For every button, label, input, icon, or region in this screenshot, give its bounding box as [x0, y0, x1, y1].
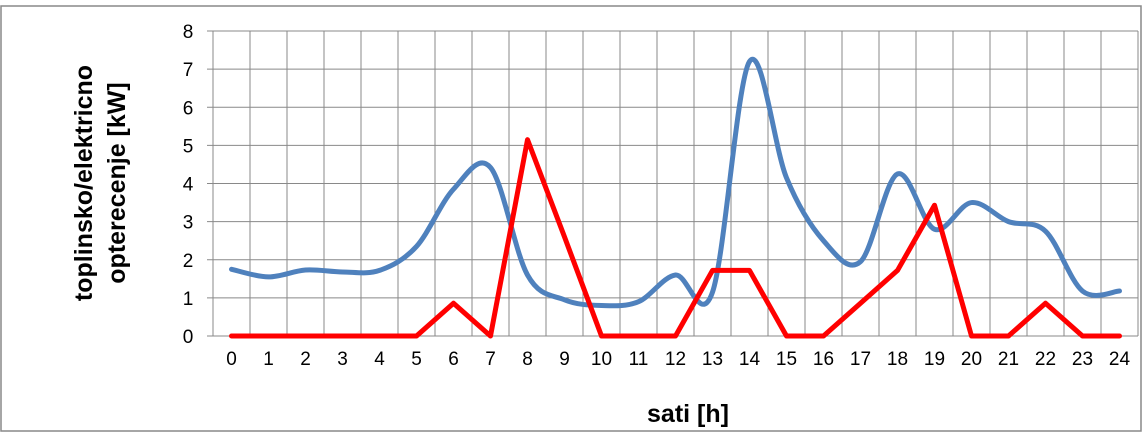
x-tick-label: 8 — [522, 349, 533, 370]
x-tick-label: 13 — [702, 349, 723, 370]
x-tick-label: 23 — [1072, 349, 1093, 370]
x-tick-label: 19 — [924, 349, 945, 370]
x-tick-label: 20 — [961, 349, 982, 370]
x-tick-label: 22 — [1035, 349, 1056, 370]
x-tick-label: 2 — [300, 349, 311, 370]
y-tick-label: 6 — [183, 98, 194, 119]
y-tick-label: 7 — [183, 60, 194, 81]
x-tick-label: 21 — [998, 349, 1019, 370]
y-tick-label: 5 — [183, 136, 194, 157]
x-tick-label: 17 — [850, 349, 871, 370]
y-tick-labels: 0 1 2 3 4 5 6 7 8 — [183, 22, 213, 348]
x-tick-label: 11 — [629, 349, 649, 370]
y-tick-label: 3 — [183, 213, 194, 234]
series — [229, 56, 1122, 339]
x-tick-label: 7 — [485, 349, 496, 370]
x-tick-label: 6 — [448, 349, 459, 370]
x-tick-label: 5 — [411, 349, 422, 370]
x-tick-label: 0 — [226, 349, 237, 370]
x-tick-label: 1 — [263, 349, 274, 370]
x-tick-label: 18 — [887, 349, 908, 370]
y-tick-label: 8 — [183, 22, 194, 43]
y-axis-title-line-2: opterecenje [kW] — [103, 82, 131, 283]
y-tick-label: 0 — [183, 327, 194, 348]
y-tick-label: 4 — [183, 175, 194, 196]
x-tick-label: 16 — [813, 349, 834, 370]
y-axis-title-line-1: toplinsko/elektricno — [70, 65, 98, 301]
x-tick-label: 3 — [337, 349, 348, 370]
x-tick-labels: 0 1 2 3 4 5 6 7 8 9 10 11 12 13 14 15 16 17 18 19 20 21 22 23 24 — [226, 349, 1130, 370]
x-tick-label: 10 — [591, 349, 612, 370]
x-axis-title: sati [h] — [647, 400, 729, 428]
series-line-1 — [229, 56, 1122, 309]
x-tick-label: 12 — [665, 349, 686, 370]
y-axis-title: toplinsko/elektricno opterecenje [kW] — [70, 65, 131, 301]
series-line-2 — [229, 137, 1122, 339]
x-tick-label: 9 — [559, 349, 570, 370]
x-tick-label: 4 — [374, 349, 385, 370]
x-tick-label: 15 — [776, 349, 797, 370]
x-tick-label: 14 — [739, 349, 761, 370]
y-tick-label: 2 — [183, 251, 194, 272]
x-tick-label: 24 — [1109, 349, 1131, 370]
y-tick-label: 1 — [183, 289, 194, 310]
